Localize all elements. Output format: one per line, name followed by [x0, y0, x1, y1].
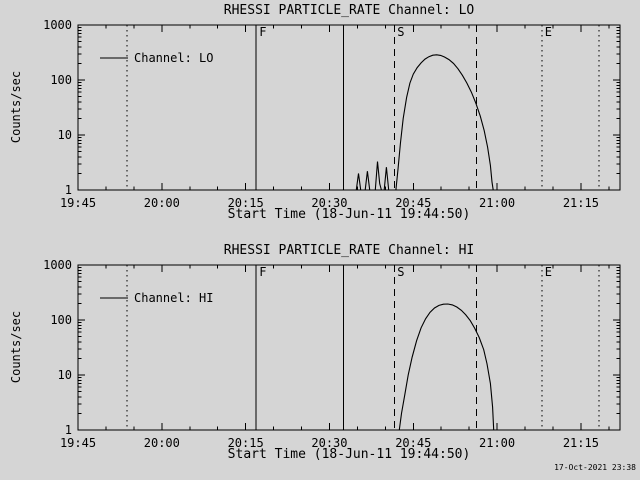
- y-tick-label: 1: [65, 423, 72, 437]
- y-tick-label: 1000: [43, 18, 72, 32]
- chart-title-lo: RHESSI PARTICLE_RATE Channel: LO: [223, 3, 475, 18]
- x-tick-label: 21:00: [479, 196, 515, 210]
- event-flag-label: S: [397, 265, 404, 279]
- event-flag-label: E: [545, 25, 552, 39]
- y-tick-label: 1000: [43, 258, 72, 272]
- y-tick-label: 1: [65, 183, 72, 197]
- x-tick-label: 19:45: [60, 196, 96, 210]
- x-axis-label-lo: Start Time (18-Jun-11 19:44:50): [227, 207, 471, 222]
- legend-label: Channel: LO: [134, 51, 213, 65]
- x-tick-label: 20:00: [144, 196, 180, 210]
- event-flag-label: F: [259, 265, 266, 279]
- y-tick-label: 100: [50, 73, 72, 87]
- series-curve: [78, 54, 620, 191]
- x-tick-label: 20:00: [144, 436, 180, 450]
- x-tick-label: 20:15: [228, 436, 264, 450]
- x-tick-label: 20:45: [395, 436, 431, 450]
- event-flag-label: F: [259, 25, 266, 39]
- x-tick-label: 20:30: [311, 436, 347, 450]
- x-axis-label-hi: Start Time (18-Jun-11 19:44:50): [227, 447, 471, 462]
- plot-timestamp: 17-Oct-2021 23:38: [554, 463, 636, 472]
- plot-frame: [77, 264, 621, 431]
- plot-frame: [77, 24, 621, 191]
- event-flag-label: E: [545, 265, 552, 279]
- y-tick-label: 10: [58, 128, 72, 142]
- x-tick-label: 21:00: [479, 436, 515, 450]
- chart-panel-lo: RHESSI PARTICLE_RATE Channel: LO Counts/…: [9, 3, 621, 222]
- x-tick-label: 20:15: [228, 196, 264, 210]
- y-tick-label: 100: [50, 313, 72, 327]
- chart-title-hi: RHESSI PARTICLE_RATE Channel: HI: [223, 243, 475, 258]
- event-flag-label: S: [397, 25, 404, 39]
- x-tick-label: 19:45: [60, 436, 96, 450]
- x-tick-label: 20:45: [395, 196, 431, 210]
- x-tick-label: 20:30: [311, 196, 347, 210]
- chart-plot-hi: 19:45 20:00 20:15 20:30 20:45 21:00 21:15 1 10 10…: [43, 258, 621, 450]
- legend-label: Channel: HI: [134, 291, 213, 305]
- x-tick-label: 21:15: [563, 436, 599, 450]
- chart-panel-hi: RHESSI PARTICLE_RATE Channel: HI Counts/…: [0, 240, 640, 480]
- y-tick-label: 10: [58, 368, 72, 382]
- chart-plot-lo: 19:45 20:00 20:15 20:30 20:45 21:00 21:15 1 10 10…: [43, 18, 621, 210]
- series-curve: [78, 303, 620, 431]
- x-tick-label: 21:15: [563, 196, 599, 210]
